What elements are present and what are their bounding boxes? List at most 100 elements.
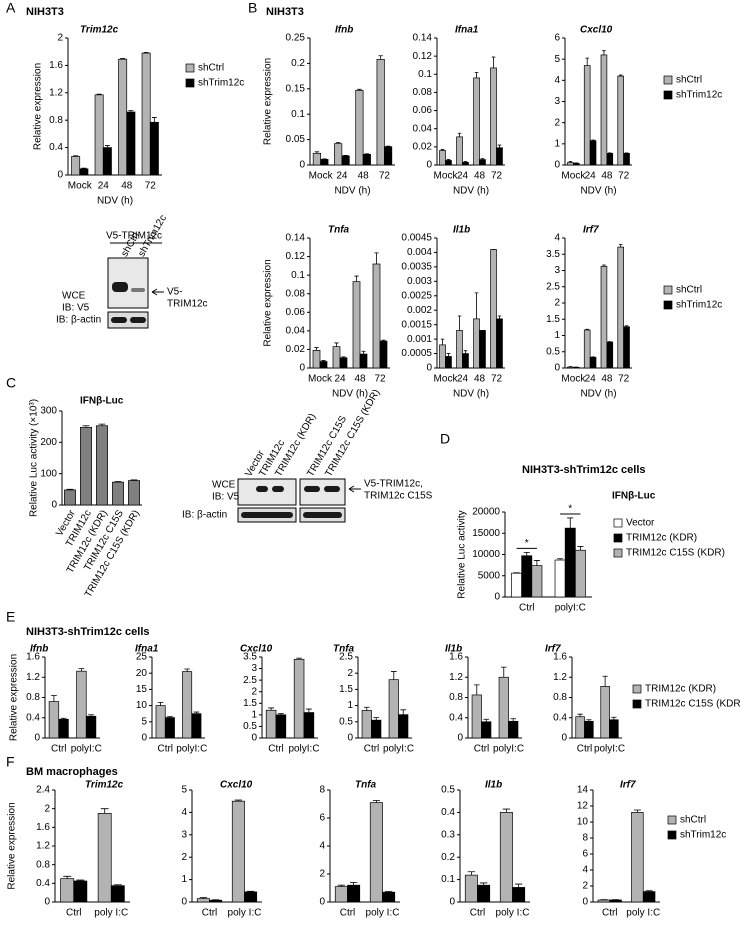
chart-title: Tnfa — [328, 225, 350, 236]
chart: Ifnb Relative expression 0 0.05 0.1 0.15 0.2 0.… — [263, 25, 395, 197]
bar — [80, 426, 92, 506]
error-bar — [591, 139, 595, 141]
bar — [76, 670, 87, 739]
y-tick-label: 300 — [40, 406, 57, 417]
legend-label: TRIM12c (KDR) — [626, 533, 697, 544]
y-axis-label: Relative expression — [263, 259, 274, 346]
x-tick-label: Ctrl — [51, 744, 67, 755]
y-tick-label: 2 — [57, 33, 63, 44]
x-tick-label: 48 — [601, 374, 613, 385]
y-tick-label: 4 — [582, 865, 588, 876]
y-tick-label: 12 — [577, 801, 589, 812]
bar — [369, 802, 383, 903]
chart-title: Tnfa — [355, 780, 377, 791]
arrow — [151, 288, 164, 296]
error-bar — [82, 425, 90, 428]
bar — [112, 481, 124, 506]
x-tick-label: Ctrl — [66, 908, 82, 919]
legend-swatch — [613, 548, 623, 558]
bar — [567, 366, 574, 369]
error-bar — [76, 879, 85, 881]
y-tick-label: 1.6 — [449, 652, 463, 663]
error-bar — [314, 347, 319, 351]
chart: Trim12c Relative expression 0 0.4 0.8 1.2 1.6 2… — [7, 780, 130, 919]
chart: Cxcl10 0 1 2 3 4 5 Ctrl poly I:C — [181, 780, 262, 919]
y-tick-label: 5000 — [478, 570, 501, 581]
bar — [498, 676, 509, 739]
error-bar — [114, 481, 122, 483]
error-bar — [199, 897, 208, 899]
error-bar — [567, 517, 574, 529]
bar — [479, 330, 486, 369]
y-tick-label: 0 — [44, 897, 50, 908]
bar — [600, 686, 610, 739]
chart-title: IFNβ-Luc — [80, 396, 124, 407]
y-axis-label: Relative Luc activity (×10³) — [29, 399, 40, 517]
y-tick-label: 0.0015 — [401, 319, 432, 330]
y-tick-label: 0.2 — [291, 58, 305, 69]
x-tick-label: Ctrl — [577, 744, 593, 755]
y-tick-label: 20000 — [472, 507, 500, 518]
chart-title: Irf7 — [620, 780, 636, 791]
chart-title: Irf7 — [545, 644, 561, 655]
y-tick-label: 0.8 — [449, 692, 463, 703]
y-tick-label: 0.08 — [286, 288, 306, 299]
y-tick-label: 0.4 — [36, 878, 50, 889]
band — [272, 486, 284, 492]
bar — [96, 425, 108, 506]
blot-header: V5-TRIM12c — [106, 231, 162, 242]
chart-title: Irf7 — [583, 225, 599, 236]
y-tick-label: 0 — [494, 592, 500, 603]
blot-c: Vector TRIM12c TRIM12c (KDR) TRIM12c C15… — [182, 388, 433, 523]
bar — [73, 880, 88, 903]
chart: Tnfa 0 2 4 6 8 Ctrl poly I:C — [319, 780, 400, 919]
band-label: V5-TRIM12c, — [364, 479, 423, 490]
y-tick-label: 0.0035 — [401, 262, 432, 273]
bar — [110, 885, 125, 903]
y-tick-label: 4 — [319, 841, 325, 852]
chart: IFNβ-Luc Relative Luc activity (×10³) 0 100… — [29, 396, 142, 599]
chart: Il1b 0 0.4 0.8 1.2 1.6 Ctrl polyI:C — [445, 644, 524, 755]
error-bar — [305, 708, 312, 713]
bar — [471, 694, 482, 739]
chart-title: Cxcl10 — [240, 644, 273, 655]
bar — [71, 156, 81, 176]
x-tick-label: Mock — [561, 171, 586, 182]
legend-label: shCtrl — [680, 815, 706, 826]
bar — [479, 159, 486, 166]
bar — [191, 713, 202, 739]
x-axis-label: NDV (h) — [453, 389, 489, 400]
arrow — [348, 485, 361, 493]
chart-title: Trim12c — [80, 25, 119, 36]
blot-label: WCE — [62, 291, 86, 302]
chart-title: Il1b — [453, 225, 470, 236]
y-tick-label: 0 — [141, 733, 147, 744]
chart-title: Ifnb — [335, 25, 353, 36]
bar — [462, 353, 469, 369]
x-tick-label: 72 — [491, 374, 503, 385]
error-bar — [277, 713, 284, 715]
error-bar — [98, 423, 106, 426]
y-tick-label: 1 — [554, 138, 560, 149]
bar — [583, 329, 591, 369]
error-bar — [645, 890, 653, 892]
heading: BM macrophages — [26, 766, 118, 778]
chart-title: Tnfa — [333, 644, 355, 655]
x-tick-label: 72 — [618, 171, 630, 182]
y-tick-label: 0 — [181, 897, 187, 908]
panel-letters: A B C D E F — [6, 0, 450, 770]
blot-label: IB: V5 — [62, 303, 90, 314]
chart-title: Cxcl10 — [580, 25, 613, 36]
error-bar — [611, 716, 617, 720]
bar — [361, 710, 372, 739]
chart: Ifnb Relative expression 0 0.4 0.8 1.2 1.6 Ctrl… — [9, 644, 102, 755]
y-tick-label: 0 — [554, 160, 560, 171]
x-tick-label: Mock — [434, 374, 459, 385]
legend-swatch — [663, 300, 673, 310]
x-tick-label: Ctrl — [364, 744, 380, 755]
bar — [118, 58, 128, 176]
band — [324, 486, 340, 492]
bar — [352, 281, 361, 369]
error-bar — [446, 159, 451, 161]
error-bar — [577, 713, 583, 717]
